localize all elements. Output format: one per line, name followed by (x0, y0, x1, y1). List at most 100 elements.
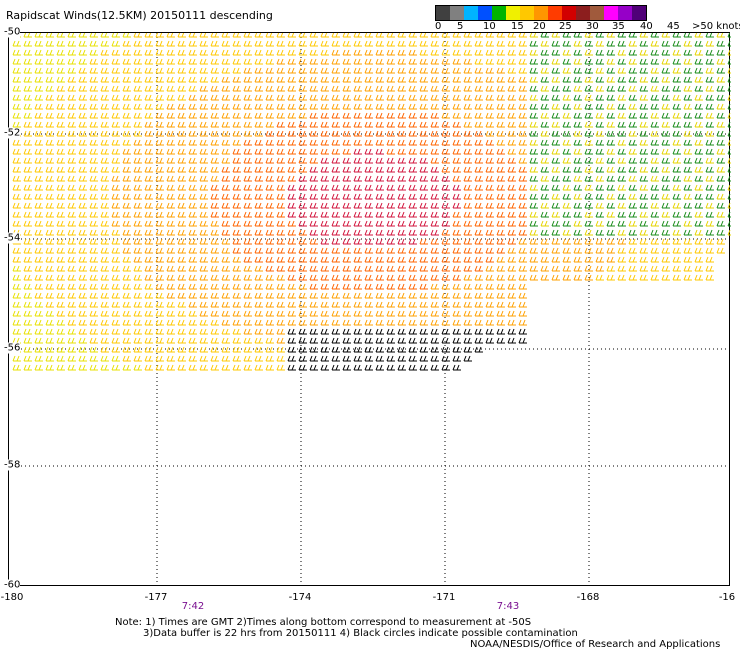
wind-barb-1634 (573, 247, 582, 254)
wind-barb-895 (419, 148, 428, 155)
wind-barb-2048 (232, 319, 241, 326)
wind-barb-911 (595, 148, 604, 155)
wind-barb-882 (276, 148, 285, 155)
wind-barb-777 (573, 130, 582, 137)
wind-barb-921 (705, 148, 714, 155)
wind-barb-412 (188, 85, 197, 92)
wind-barb-1077 (243, 175, 252, 182)
wind-barb-1165 (485, 184, 494, 191)
wind-barb-922 (716, 148, 725, 155)
wind-barb-2050 (254, 319, 263, 326)
wind-barb-227 (331, 58, 340, 65)
wind-barb-1604 (243, 247, 252, 254)
wind-barb-1368 (540, 211, 549, 218)
legend-swatch-12 (604, 6, 618, 20)
wind-barb-1402 (188, 220, 197, 227)
wind-barb-871 (155, 148, 164, 155)
wind-barb-2047 (221, 319, 230, 326)
wind-barb-819 (309, 139, 318, 146)
wind-barb-440 (496, 85, 505, 92)
wind-barb-1000 (122, 166, 131, 173)
wind-barb-1735 (265, 265, 274, 272)
wind-barb-906 (540, 148, 549, 155)
wind-barb-1428 (474, 220, 483, 227)
wind-barb-1585 (34, 247, 43, 254)
wind-barb-54 (606, 33, 615, 38)
wind-barb-1985 (56, 310, 65, 317)
wind-barb-320 (628, 67, 637, 74)
wind-barb-464 (34, 94, 43, 101)
wind-barb-2105 (342, 328, 351, 335)
wind-barb-880 (254, 148, 263, 155)
wind-barb-697 (419, 121, 428, 128)
wind-barb-943 (221, 157, 230, 164)
wind-barb-1278 (276, 202, 285, 209)
wind-barb-1738 (298, 265, 307, 272)
wind-barb-1170 (540, 184, 549, 191)
wind-barb-1613 (342, 247, 351, 254)
wind-barb-1969 (397, 301, 406, 308)
wind-barb-2012 (353, 310, 362, 317)
wind-barb-93 (309, 40, 318, 47)
wind-barb-588 (672, 103, 681, 110)
wind-barb-296 (364, 67, 373, 74)
wind-barb-1453 (23, 229, 32, 236)
wind-barb-2214 (34, 355, 43, 362)
wind-barb-1032 (474, 166, 483, 173)
wind-barb-956 (364, 157, 373, 164)
wind-barb-252 (606, 58, 615, 65)
wind-barb-1098 (474, 175, 483, 182)
wind-barb-264 (12, 67, 21, 74)
wind-barb-1146 (276, 184, 285, 191)
wind-barb-229 (353, 58, 362, 65)
wind-barb-2283 (331, 364, 340, 371)
wind-barb-38 (430, 33, 439, 38)
wind-barb-2211 (474, 346, 483, 353)
wind-barb-1789 (155, 274, 164, 281)
wind-barb-579 (573, 103, 582, 110)
wind-barb-1279 (287, 202, 296, 209)
wind-barb-1559 (463, 238, 472, 245)
wind-barb-1866 (298, 283, 307, 290)
wind-barb-1724 (144, 265, 153, 272)
wind-barb-1542 (276, 238, 285, 245)
wind-barb-205 (89, 58, 98, 65)
wind-barb-688 (320, 121, 329, 128)
wind-barb-1353 (375, 211, 384, 218)
wind-barb-1624 (463, 247, 472, 254)
wind-barb-1398 (144, 220, 153, 227)
wind-barb-1756 (496, 265, 505, 272)
wind-barb-234 (408, 58, 417, 65)
wind-barb-1112 (628, 175, 637, 182)
wind-barb-1960 (298, 301, 307, 308)
wind-barb-1212 (276, 193, 285, 200)
wind-barb-394 (716, 76, 725, 83)
wind-barb-444 (540, 85, 549, 92)
wind-barb-589 (683, 103, 692, 110)
wind-barb-1622 (441, 247, 450, 254)
wind-barb-1058 (34, 175, 43, 182)
wind-barb-1461 (111, 229, 120, 236)
wind-barb-1270 (188, 202, 197, 209)
wind-barb-865 (89, 148, 98, 155)
wind-barb-657 (705, 112, 714, 119)
wind-barb-177 (507, 49, 516, 56)
wind-barb-1966 (364, 301, 373, 308)
wind-barb-1729 (199, 265, 208, 272)
wind-barb-836 (496, 139, 505, 146)
wind-barb-289 (287, 67, 296, 74)
wind-barb-2237 (287, 355, 296, 362)
wind-barb-218 (232, 58, 241, 65)
wind-barb-1010 (232, 166, 241, 173)
wind-barb-500 (430, 94, 439, 101)
wind-barb-283 (221, 67, 230, 74)
wind-barb-735 (111, 130, 120, 137)
wind-barb-2235 (265, 355, 274, 362)
wind-barb-664 (56, 121, 65, 128)
wind-barb-201 (45, 58, 54, 65)
wind-barb-846 (606, 139, 615, 146)
wind-barb-1749 (419, 265, 428, 272)
wind-barb-1569 (573, 238, 582, 245)
wind-barb-150 (210, 49, 219, 56)
wind-barb-587 (661, 103, 670, 110)
